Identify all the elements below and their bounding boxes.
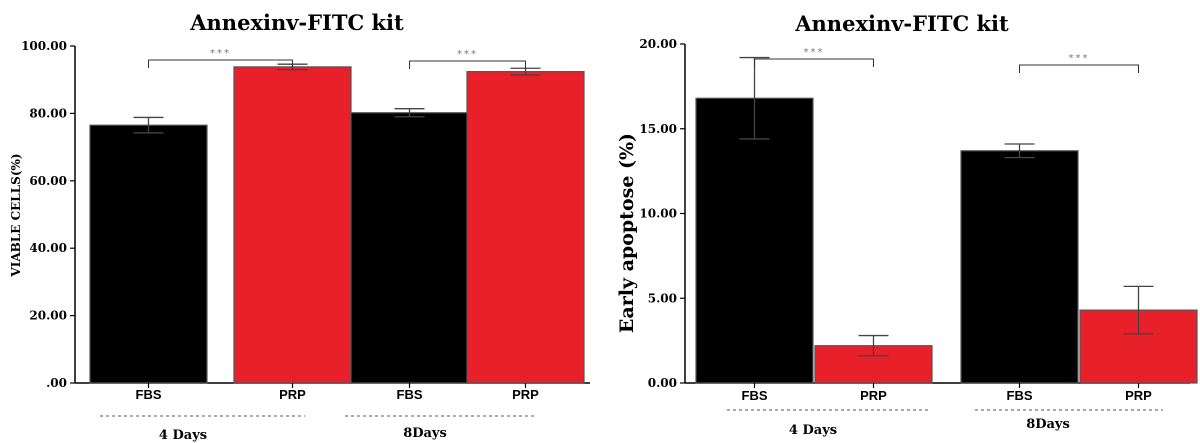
bar — [233, 66, 352, 384]
significance-bracket — [754, 58, 874, 67]
y-tick-label: 20.00 — [639, 37, 677, 51]
bar — [89, 124, 208, 384]
significance-label: *** — [210, 48, 231, 59]
early-apoptosis-chart: Annexinv-FITC kit 0.00 5.00 10.00 15.00 20.00… — [600, 0, 1200, 443]
category-label: PRP — [279, 387, 306, 402]
group-label: 4 Days — [789, 423, 837, 438]
y-tick-label: 80.00 — [29, 106, 67, 120]
category-label: PRP — [860, 388, 887, 403]
y-tick-label: 60.00 — [29, 174, 67, 188]
y-tick-label: 15.00 — [639, 122, 677, 136]
y-axis-label: VIABLE CELLS(%) — [9, 153, 23, 277]
significance-bracket — [1019, 64, 1139, 73]
bar — [814, 345, 933, 384]
category-label: PRP — [1125, 388, 1152, 403]
bar — [960, 150, 1079, 384]
bar — [466, 71, 585, 384]
category-label: PRP — [512, 387, 539, 402]
y-tick-label: 10.00 — [639, 207, 677, 221]
group-label: 4 Days — [159, 428, 207, 443]
bar — [695, 97, 814, 384]
significance-label: *** — [457, 49, 478, 60]
y-tick-label: 20.00 — [29, 309, 67, 323]
chart-title: Annexinv-FITC kit — [794, 11, 1009, 36]
y-axis-label: Early apoptose (%) — [616, 133, 638, 333]
early-apoptosis-chart-svg: Annexinv-FITC kit 0.00 5.00 10.00 15.00 20.00… — [616, 11, 1198, 438]
y-tick-label: 100.00 — [21, 39, 67, 53]
category-label: FBS — [1007, 388, 1033, 403]
y-tick-label: .00 — [46, 376, 67, 390]
viable-cells-chart: Annexinv-FITC kit .00 20.00 40.00 60.00 80.00… — [9, 10, 590, 443]
significance-bracket — [148, 59, 293, 68]
category-label: FBS — [397, 387, 423, 402]
category-label: FBS — [742, 388, 768, 403]
significance-bracket — [409, 60, 526, 69]
significance-label: *** — [804, 47, 825, 58]
viable-cells-chart-svg: Annexinv-FITC kit .00 20.00 40.00 60.00 80.00… — [9, 10, 590, 443]
category-label: FBS — [136, 387, 162, 402]
significance-label: *** — [1069, 53, 1090, 64]
bar — [350, 112, 469, 384]
y-tick-label: 0.00 — [648, 376, 677, 390]
group-label: 8Days — [403, 426, 447, 441]
y-tick-label: 40.00 — [29, 241, 67, 255]
chart-title: Annexinv-FITC kit — [189, 10, 404, 35]
group-label: 8Days — [1026, 417, 1070, 432]
y-tick-label: 5.00 — [648, 291, 677, 305]
